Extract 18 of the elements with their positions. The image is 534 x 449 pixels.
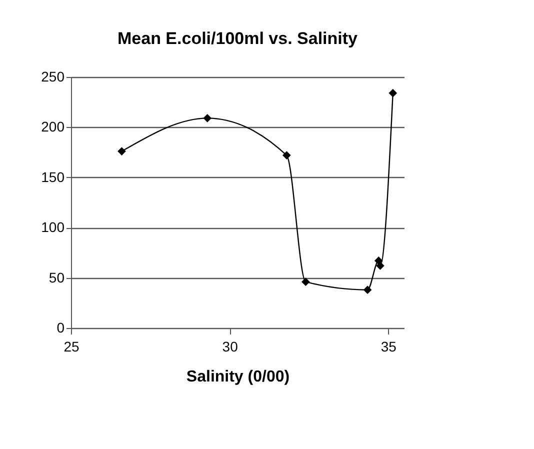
point <box>363 286 372 294</box>
x-tick-label: 30 <box>222 338 238 354</box>
x-axis-title: Salinity (0/00) <box>186 368 290 386</box>
point <box>376 262 384 270</box>
y-tick-label: 250 <box>41 68 65 84</box>
point <box>118 147 126 156</box>
point <box>302 278 310 286</box>
x-tick-label: 25 <box>64 338 80 354</box>
point <box>282 151 291 160</box>
y-tick-label: 200 <box>41 118 65 135</box>
y-tick-label: 100 <box>41 219 65 236</box>
point <box>203 114 212 122</box>
x-tick-label: 35 <box>380 338 397 354</box>
point <box>388 88 398 98</box>
y-tick-label: 150 <box>41 168 65 185</box>
chart-title: Mean E.coli/100ml vs. Salinity <box>118 29 358 48</box>
y-tick-label: 50 <box>48 269 65 286</box>
y-tick-label: 0 <box>56 320 65 336</box>
